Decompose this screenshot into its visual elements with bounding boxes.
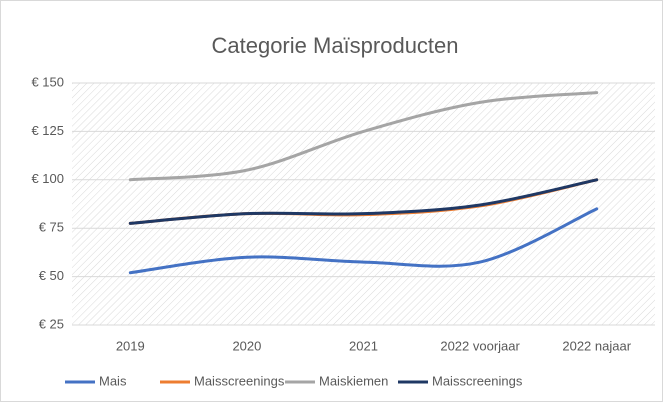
x-tick-label: 2022 najaar [562, 338, 631, 353]
legend-label: Maisscreenings [194, 373, 285, 388]
series-line [128, 178, 599, 225]
legend-label: Maisscreenings [432, 373, 523, 388]
y-tick-label: € 100 [31, 171, 64, 186]
x-tick-label: 2022 voorjaar [440, 338, 520, 353]
y-tick-label: € 75 [39, 220, 64, 235]
y-tick-label: € 150 [31, 74, 64, 89]
y-tick-label: € 50 [39, 268, 64, 283]
series-line [128, 207, 599, 275]
plot-area [72, 83, 655, 325]
x-tick-label: 2021 [349, 338, 378, 353]
legend-label: Maiskiemen [319, 373, 388, 388]
x-tick-label: 2019 [116, 338, 145, 353]
chart-title: Categorie Maïsproducten [211, 33, 458, 58]
legend-label: Mais [99, 373, 127, 388]
series-line [128, 91, 599, 182]
y-tick-label: € 25 [39, 316, 64, 331]
x-tick-label: 2020 [232, 338, 261, 353]
y-tick-label: € 125 [31, 123, 64, 138]
